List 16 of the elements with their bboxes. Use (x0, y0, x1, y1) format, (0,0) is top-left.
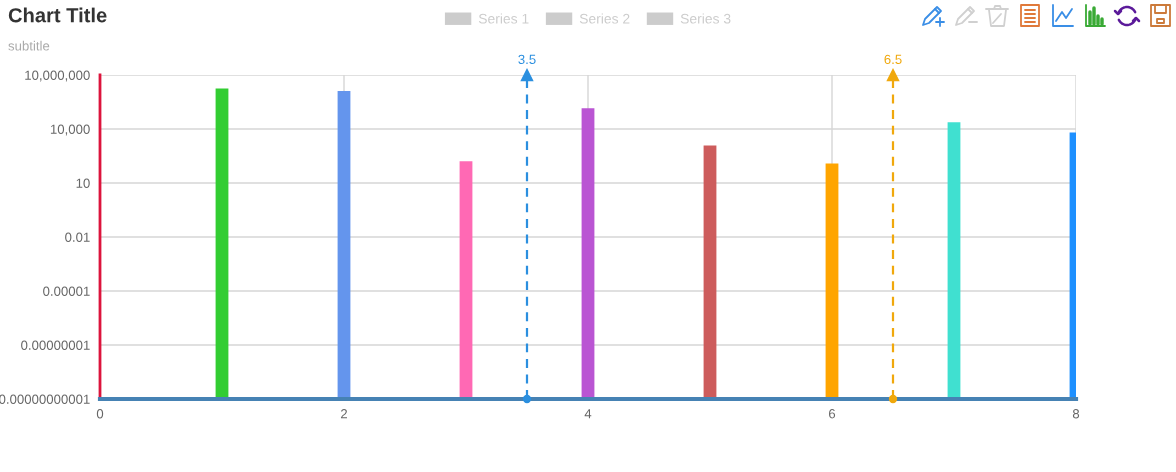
y-tick-label: 10,000 (50, 124, 90, 136)
ref-line-label: 3.5 (518, 54, 536, 65)
chart-title: Chart Title (8, 7, 107, 23)
x-tick-label: 4 (584, 409, 592, 419)
y-tick-label: 0.00000001 (21, 340, 90, 350)
y-tick-label: 10,000,000 (25, 70, 90, 82)
chart-subtitle: subtitle (8, 40, 50, 51)
x-tick-label: 8 (1072, 409, 1080, 419)
x-tick-label: 0 (96, 409, 104, 419)
y-tick-label: 0.01 (65, 232, 90, 242)
y-tick-label: 10 (76, 178, 90, 188)
y-tick-label: 0.00000000001 (0, 394, 90, 404)
y-tick-label: 0.00001 (43, 286, 90, 296)
ref-line-label: 6.5 (884, 54, 902, 65)
x-tick-label: 2 (341, 409, 348, 419)
x-tick-label: 6 (829, 409, 836, 419)
